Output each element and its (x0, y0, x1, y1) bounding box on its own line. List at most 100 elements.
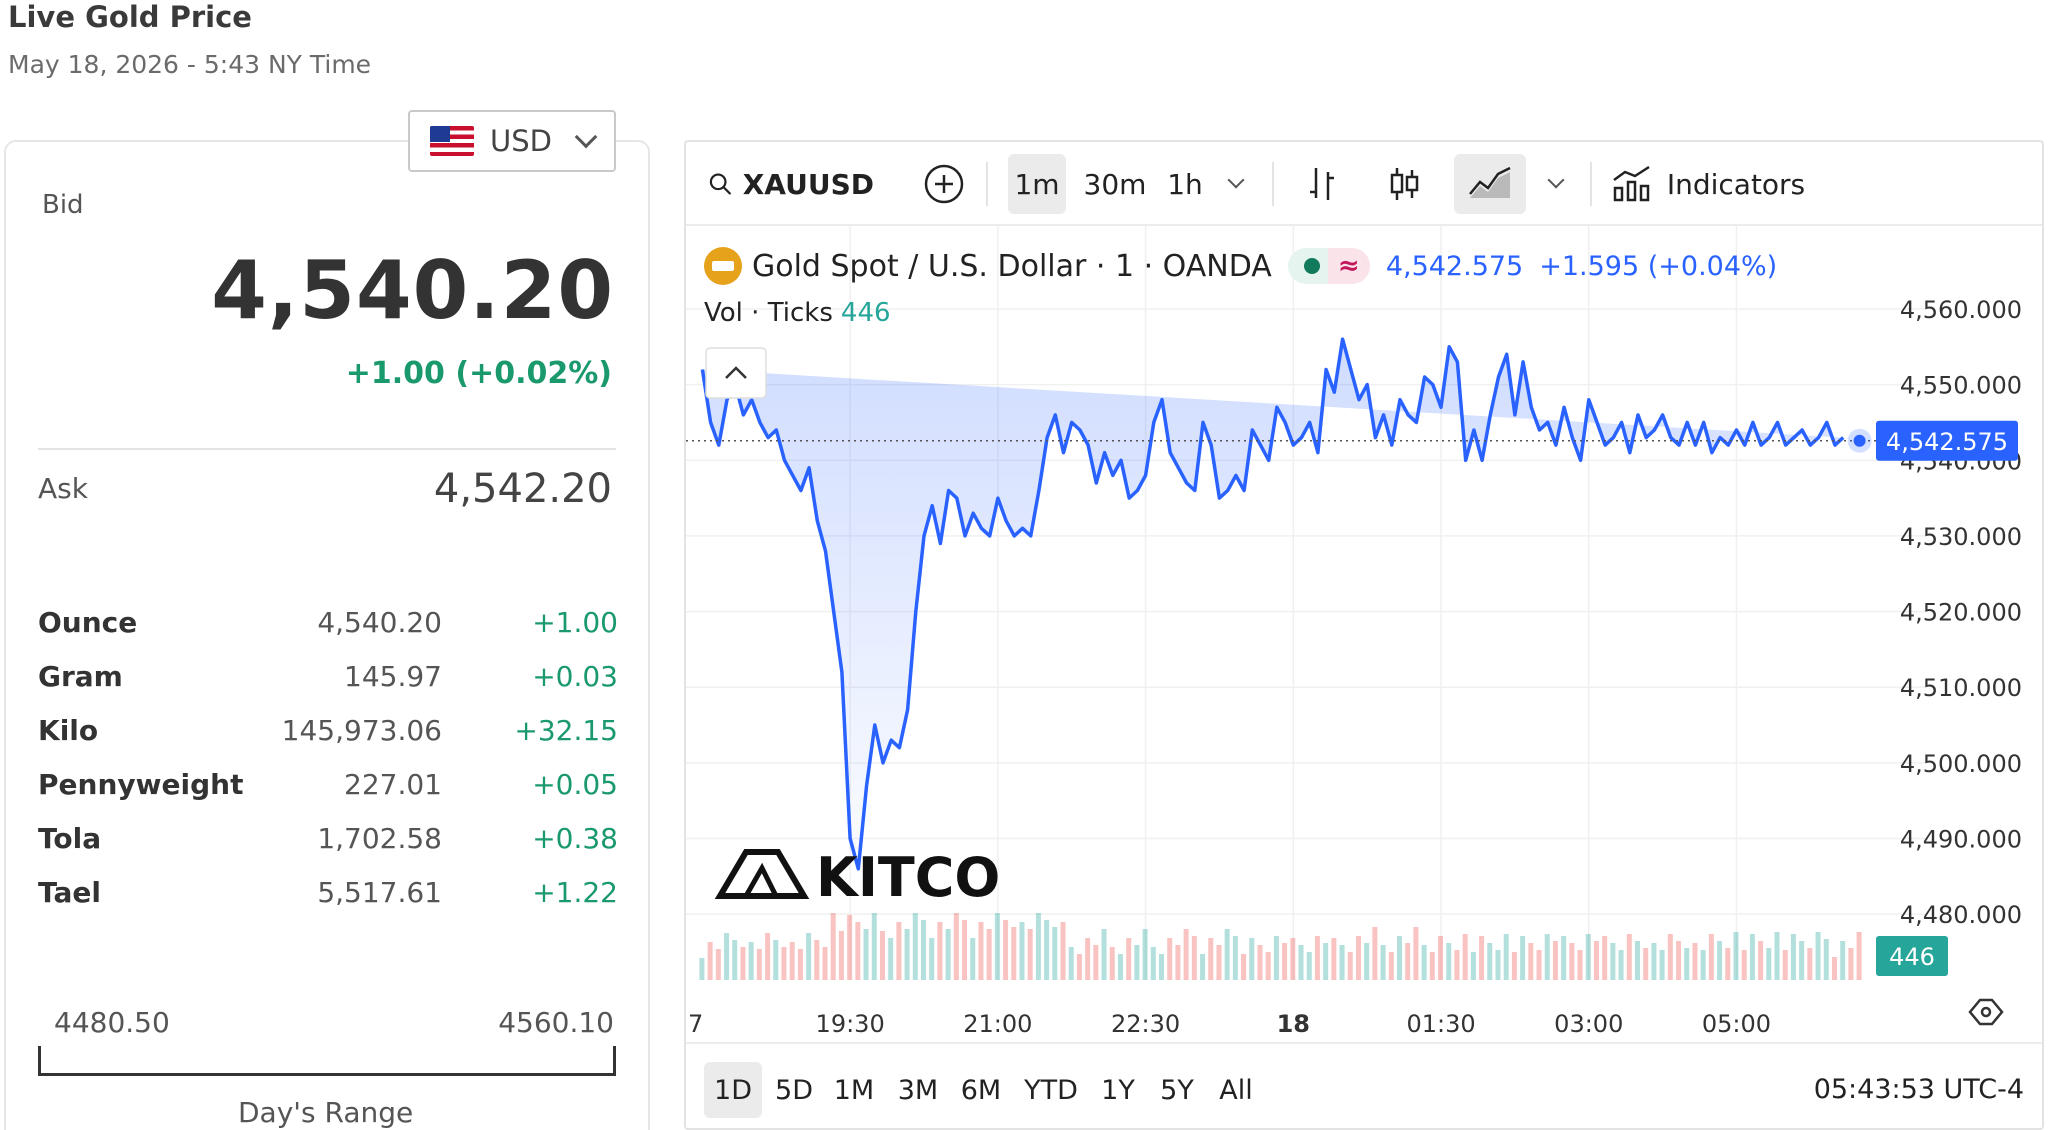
x-tick-label: 22:30 (1111, 1010, 1180, 1038)
unit-change: +0.03 (532, 660, 618, 693)
gold-bar-icon (704, 247, 742, 285)
volume-bar (1544, 934, 1550, 980)
volume-bar (1807, 948, 1813, 980)
volume-bar (1725, 948, 1731, 980)
range-5y-button[interactable]: 5Y (1160, 1074, 1194, 1106)
bid-change: +1.00 (+0.02%) (345, 356, 612, 391)
volume-bar (1224, 929, 1230, 980)
day-range-low: 4480.50 (54, 1006, 170, 1039)
volume-bar (978, 922, 984, 980)
volume-bar (904, 929, 910, 980)
volume-bar (1175, 945, 1181, 980)
range-all-button[interactable]: All (1219, 1074, 1253, 1106)
volume-bar (1191, 936, 1197, 980)
price-area (702, 339, 1844, 869)
volume-bar (1569, 943, 1575, 980)
indicators-button[interactable]: Indicators (1608, 154, 1808, 214)
bid-label: Bid (42, 190, 84, 220)
legend-last-price: 4,542.575 (1385, 250, 1524, 282)
unit-row-tael: Tael 5,517.61 +1.22 (38, 870, 618, 924)
wave-icon: ≈ (1327, 248, 1370, 284)
area-chart-icon (1469, 166, 1511, 198)
volume-bar (1314, 936, 1320, 980)
x-tick-label: 01:30 (1406, 1010, 1475, 1038)
volume-bar (1347, 952, 1353, 980)
volume-bar (1109, 947, 1115, 980)
volume-bar (707, 942, 713, 980)
bar-chart-type-button[interactable] (1292, 154, 1352, 214)
y-tick-label: 4,520.000 (1900, 599, 2022, 627)
volume-bar (1355, 936, 1361, 980)
divider (38, 448, 616, 450)
volume-bar (1749, 934, 1755, 980)
volume-bar (1290, 938, 1296, 980)
price-chart[interactable]: 4,480.000 4,490.000 4,500.000 4,510.000 4,52… (686, 142, 2044, 1130)
volume-bar (1257, 945, 1263, 980)
volume-bar (1183, 929, 1189, 980)
volume-bar (1823, 939, 1829, 980)
volume-bar (1840, 941, 1846, 980)
volume-bar (1667, 934, 1673, 980)
volume-legend: Vol · Ticks 446 (704, 298, 891, 328)
volume-bar (1019, 922, 1025, 980)
volume-bar (1216, 945, 1222, 980)
last-price-badge (1876, 420, 2018, 461)
range-6m-button[interactable]: 6M (960, 1074, 1002, 1106)
y-tick-label: 4,550.000 (1900, 372, 2022, 400)
interval-1h-button[interactable]: 1h (1167, 167, 1203, 201)
volume-bar (806, 933, 812, 980)
bid-price: 4,540.20 (211, 244, 614, 337)
chart-type-dropdown-button[interactable] (1534, 154, 1578, 214)
area-chart-type-button[interactable] (1454, 154, 1526, 214)
ask-price: 4,542.20 (433, 466, 612, 512)
x-tick-label: 19:30 (816, 1010, 885, 1038)
volume-bar (1306, 952, 1312, 980)
volume-bar (748, 942, 754, 980)
range-1y-button[interactable]: 1Y (1101, 1074, 1135, 1106)
price-line (700, 337, 1845, 871)
volume-bar (1692, 943, 1698, 980)
currency-select[interactable]: USD (408, 110, 616, 172)
volume-bar (1618, 950, 1624, 980)
range-1d-button[interactable]: 1D (704, 1062, 762, 1118)
interval-dropdown-button[interactable] (1214, 154, 1258, 214)
range-1m-button[interactable]: 1M (833, 1074, 875, 1106)
chart-clock[interactable]: 05:43:53 UTC-4 (1813, 1074, 2024, 1105)
chart-toolbar: XAUUSD 1m 30m 1h (686, 142, 2042, 226)
compare-symbol-button[interactable] (914, 154, 974, 214)
unit-value: 227.01 (344, 768, 442, 801)
volume-bar (1717, 941, 1723, 980)
volume-bar (1758, 941, 1764, 980)
candle-chart-type-button[interactable] (1374, 154, 1434, 214)
y-tick-label: 4,560.000 (1900, 296, 2022, 324)
volume-bar (1126, 938, 1132, 980)
unit-change: +0.05 (532, 768, 618, 801)
range-3m-button[interactable]: 3M (897, 1074, 939, 1106)
volume-bar (756, 949, 762, 980)
unit-name: Kilo (38, 714, 99, 747)
market-status-pill[interactable]: ≈ (1287, 248, 1370, 284)
y-tick-label: 4,530.000 (1900, 523, 2022, 551)
interval-30m-button[interactable]: 30m (1083, 167, 1147, 201)
ask-label: Ask (38, 472, 88, 505)
volume-bar (1831, 957, 1837, 980)
volume-bar (797, 949, 803, 980)
volume-bar (724, 933, 730, 980)
range-ytd-button[interactable]: YTD (1024, 1074, 1078, 1106)
volume-bar (1044, 920, 1050, 980)
unit-change: +1.00 (532, 606, 618, 639)
volume-bar (1503, 934, 1509, 980)
volume-bar (1495, 950, 1501, 980)
toolbar-separator (1590, 162, 1592, 206)
interval-1m-button[interactable]: 1m (1008, 154, 1066, 214)
volume-bar (1068, 947, 1074, 980)
x-tick-label: 21:00 (963, 1010, 1032, 1038)
volume-bar (1708, 934, 1714, 980)
range-5d-button[interactable]: 5D (775, 1074, 813, 1106)
kitco-wordmark: KITCO (816, 846, 1000, 909)
volume-bar (871, 913, 877, 980)
volume-bar (1142, 929, 1148, 980)
kitco-logo-mark (714, 849, 810, 899)
symbol-search-button[interactable]: XAUUSD (704, 154, 874, 214)
unit-name: Gram (38, 660, 123, 693)
